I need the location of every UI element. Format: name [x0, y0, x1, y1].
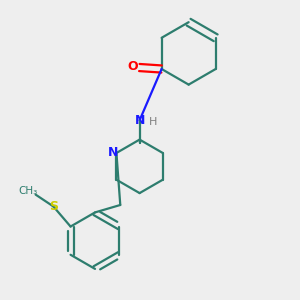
Text: H: H [149, 117, 157, 127]
Text: S: S [49, 200, 58, 213]
Text: CH₃: CH₃ [19, 186, 38, 196]
Text: O: O [128, 60, 138, 73]
Text: N: N [107, 146, 118, 160]
Text: N: N [134, 114, 145, 127]
